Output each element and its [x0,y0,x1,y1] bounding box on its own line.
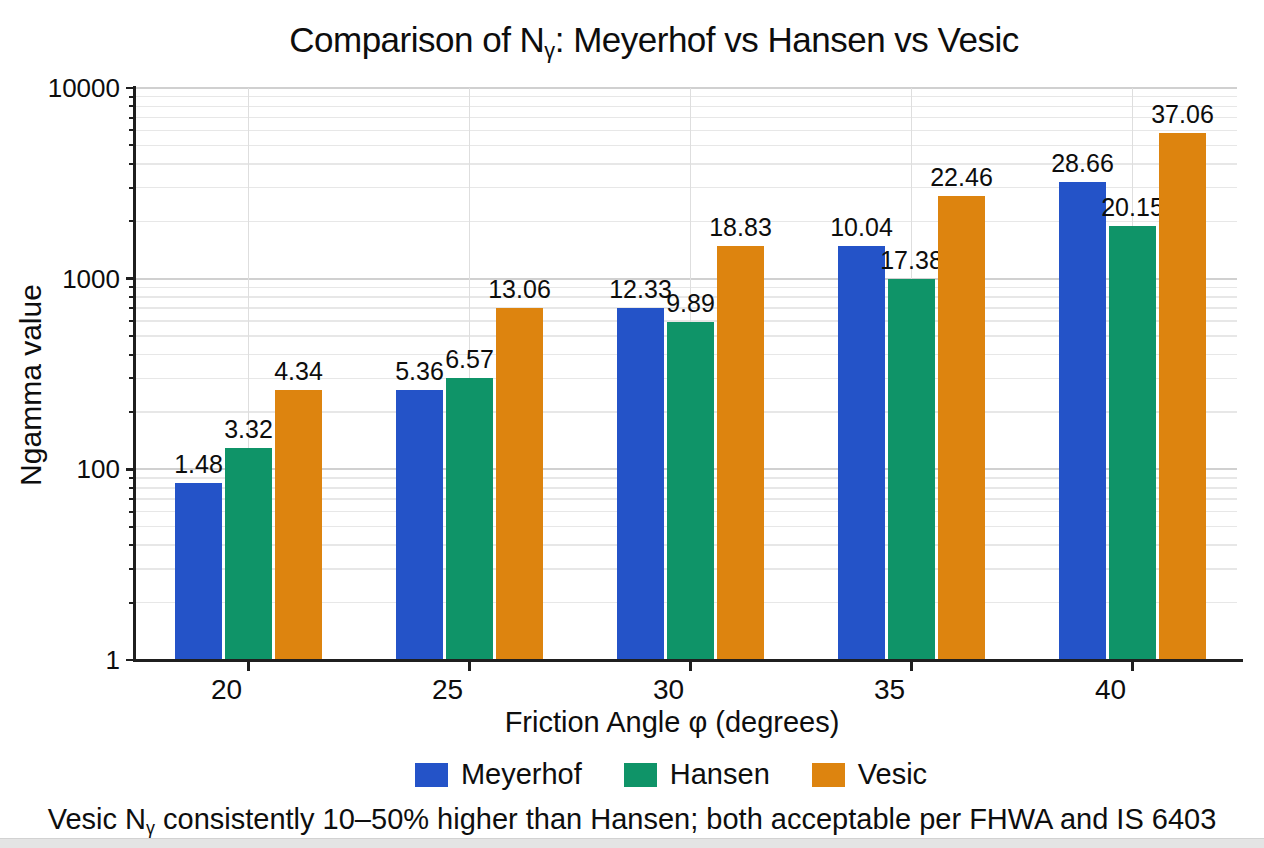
x-axis-line [133,659,1243,662]
y-minor-tick [129,568,135,570]
bar-vesic-35 [938,196,985,660]
legend: Meyerhof Hansen Vesic [78,758,1264,791]
legend-item-meyerhof: Meyerhof [415,758,582,791]
bar-value-label: 37.06 [1151,100,1214,128]
footer-text: Vesic N [48,803,146,835]
bar-hansen-30 [667,322,714,660]
legend-item-vesic: Vesic [812,758,927,791]
y-minor-tick [129,144,135,146]
y-minor-tick [129,320,135,322]
y-tick [126,659,135,662]
x-axis-label: Friction Angle φ (degrees) [505,706,840,739]
y-minor-tick [129,286,135,288]
legend-item-hansen: Hansen [624,758,770,791]
x-tick [1131,662,1134,671]
bar-meyerhof-40 [1059,182,1106,660]
y-tick-label: 1 [26,645,120,675]
y-axis-label: Ngamma value [14,284,48,486]
y-minor-tick [129,602,135,604]
y-minor-tick [129,96,135,98]
y-tick [126,277,135,280]
legend-swatch-meyerhof [415,763,448,787]
x-tick [689,662,692,671]
y-minor-tick [129,296,135,298]
y-minor-tick [129,487,135,489]
y-minor-tick [129,354,135,356]
y-minor-tick [129,187,135,189]
bar-value-label: 28.66 [1051,149,1114,177]
bar-value-label: 13.06 [488,275,551,303]
grid-line-minor [135,130,1237,132]
gamma-subscript: γ [146,818,155,838]
y-minor-tick [129,377,135,379]
y-tick [126,468,135,471]
bar-value-label: 12.33 [609,275,672,303]
grid-line-minor [135,106,1237,108]
y-axis-line [133,86,136,662]
x-tick [910,662,913,671]
footer-text-suffix: consistently 10–50% higher than Hansen; … [155,803,1216,835]
x-tick-label: 35 [874,675,905,705]
y-tick [126,87,135,90]
chart-canvas: Comparison of Nγ: Meyerhof vs Hansen vs … [0,0,1264,848]
y-minor-tick [129,411,135,413]
y-tick-label: 10000 [26,73,120,103]
bar-hansen-40 [1109,226,1156,660]
grid-line-minor [135,117,1237,119]
bar-meyerhof-20 [175,483,222,660]
y-minor-tick [129,163,135,165]
bar-vesic-20 [275,390,322,660]
legend-label-hansen: Hansen [670,758,770,791]
x-tick [247,662,250,671]
bar-vesic-25 [496,308,543,660]
bar-meyerhof-30 [617,308,664,660]
bottom-strip [0,838,1264,848]
bar-value-label: 6.57 [445,345,494,373]
grid-line-major [135,87,1237,89]
legend-label-vesic: Vesic [858,758,927,791]
bar-meyerhof-25 [396,390,443,660]
footer-note: Vesic Nγ consistently 10–50% higher than… [16,803,1248,839]
y-minor-tick [129,129,135,131]
y-minor-tick [129,105,135,107]
bar-value-label: 20.15 [1101,193,1164,221]
y-minor-tick [129,498,135,500]
bar-value-label: 17.38 [880,246,943,274]
legend-swatch-vesic [812,763,845,787]
bar-vesic-40 [1159,133,1206,660]
y-minor-tick [129,335,135,337]
x-tick [468,662,471,671]
y-minor-tick [129,117,135,119]
bar-value-label: 5.36 [395,357,444,385]
x-tick-label: 30 [653,675,684,705]
bar-value-label: 4.34 [274,357,323,385]
legend-swatch-hansen [624,763,657,787]
y-minor-tick [129,526,135,528]
y-minor-tick [129,511,135,513]
bar-value-label: 1.48 [174,450,223,478]
bar-hansen-25 [446,378,493,660]
bar-value-label: 9.89 [666,289,715,317]
bar-hansen-20 [225,448,272,660]
y-minor-tick [129,220,135,222]
bar-value-label: 22.46 [930,163,993,191]
x-tick-label: 25 [432,675,463,705]
x-tick-label: 40 [1095,675,1126,705]
legend-label-meyerhof: Meyerhof [461,758,582,791]
y-minor-tick [129,307,135,309]
y-minor-tick [129,544,135,546]
y-minor-tick [129,477,135,479]
bar-value-label: 10.04 [830,213,893,241]
bar-vesic-30 [717,246,764,660]
bar-hansen-35 [888,279,935,660]
grid-line-minor [135,96,1237,98]
grid-line-minor [135,145,1237,147]
bar-value-label: 3.32 [224,415,273,443]
bar-meyerhof-35 [838,246,885,660]
bar-value-label: 18.83 [709,213,772,241]
x-tick-label: 20 [211,675,242,705]
